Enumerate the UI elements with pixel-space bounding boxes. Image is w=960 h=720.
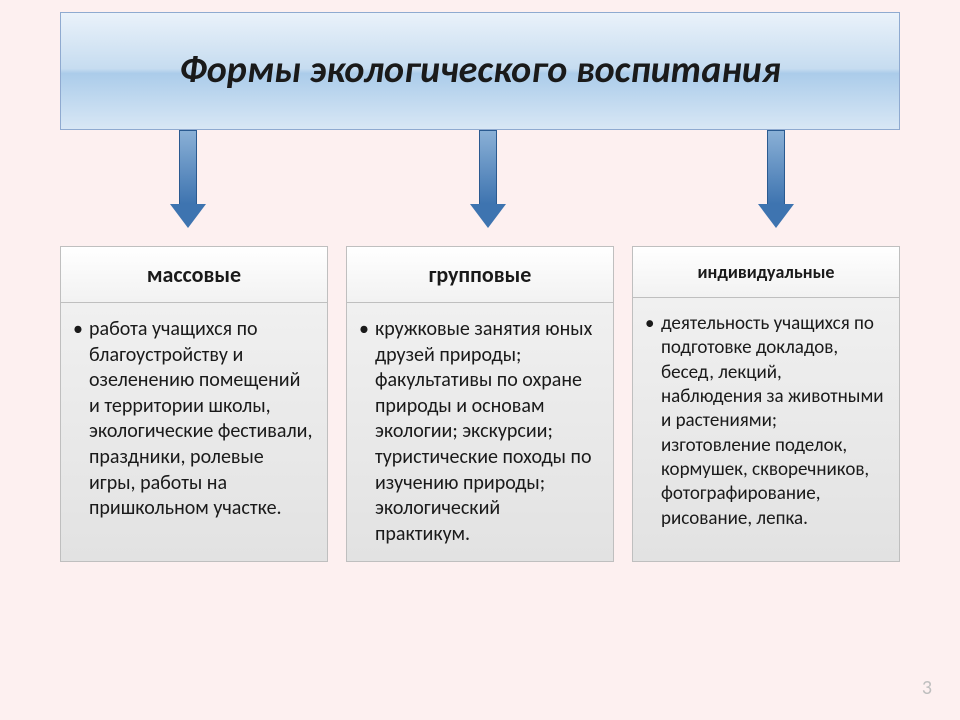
column-body: кружковые занятия юных друзей природы; ф… [346,303,614,562]
title-text: Формы экологического воспитания [179,48,781,94]
title-box: Формы экологического воспитания [60,12,900,130]
column-body: деятельность учащихся по подготовке докл… [632,298,900,562]
column-body: работа учащихся по благоустройству и озе… [60,303,328,562]
list-item: кружковые занятия юных друзей природы; ф… [371,317,599,547]
column-individual: индивидуальные деятельность учащихся по … [632,246,900,562]
arrow-head [758,204,794,228]
column-header: массовые [60,246,328,303]
list-item: деятельность учащихся по подготовке докл… [657,312,885,531]
list-item: работа учащихся по благоустройству и озе… [85,317,313,522]
arrow-stem [179,130,197,205]
arrow-stem [479,130,497,205]
column-header: индивидуальные [632,246,900,298]
arrow-2 [470,130,506,230]
column-group: групповые кружковые занятия юных друзей … [346,246,614,562]
page-number: 3 [922,676,932,700]
arrow-stem [767,130,785,205]
arrow-head [470,204,506,228]
arrow-1 [170,130,206,230]
column-mass: массовые работа учащихся по благоустройс… [60,246,328,562]
column-header: групповые [346,246,614,303]
columns-container: массовые работа учащихся по благоустройс… [60,246,900,562]
arrow-head [170,204,206,228]
arrow-3 [758,130,794,230]
arrows-container [0,130,960,240]
